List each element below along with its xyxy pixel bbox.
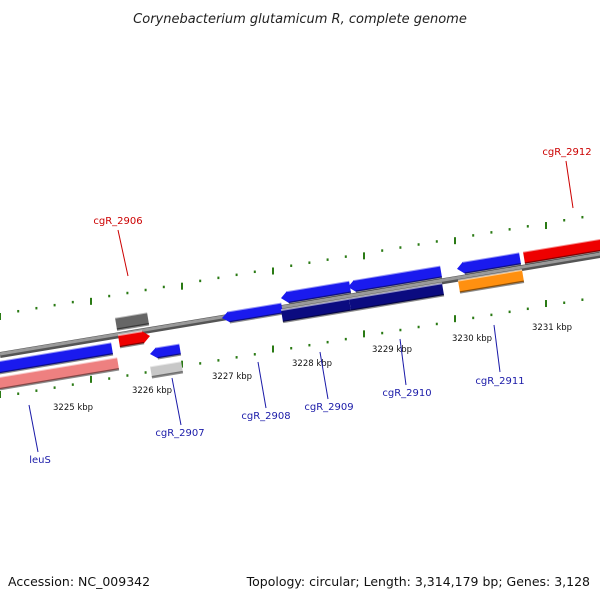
cgR_2911b-highlight	[457, 268, 523, 282]
leuS-2-highlight	[0, 356, 118, 380]
label-leader-line	[399, 338, 407, 386]
cgR_2909b-body	[281, 298, 351, 322]
cgR_2908-highlight	[227, 301, 282, 313]
cgR_2907b-highlight	[149, 360, 182, 368]
cgR_2911-shadow	[464, 263, 522, 275]
cgR_2907-shadow	[157, 353, 182, 360]
gene-cgR_2909b	[280, 297, 352, 324]
label-leader-line	[117, 229, 129, 277]
kbp-label: 3229 kbp	[372, 345, 412, 355]
gene-cgR_2912	[522, 236, 600, 265]
gene-leuS	[0, 341, 114, 376]
gene-label-cgR_2907: cgR_2907	[155, 428, 204, 439]
gene-label-cgR_2908: cgR_2908	[241, 411, 290, 422]
kbp-label: 3231 kbp	[532, 323, 572, 333]
gene-label-leuS: leuS	[29, 455, 51, 466]
gene-cgR_2909	[281, 279, 352, 305]
gene-label-cgR_2906: cgR_2906	[93, 216, 142, 227]
accession-text: Accession: NC_009342	[8, 574, 150, 589]
topology-text: Topology: circular; Length: 3,314,179 bp…	[246, 574, 590, 589]
label-leader-line	[565, 160, 574, 209]
leuS-highlight	[0, 341, 112, 364]
cgR_2909-shadow	[288, 291, 352, 305]
kbp-label: 3230 kbp	[452, 334, 492, 344]
gene-cgR_2908	[222, 301, 284, 324]
cgR_2912-highlight	[522, 236, 600, 253]
cgR_2909b-shadow	[282, 309, 352, 324]
gene-cgR_2910	[348, 264, 443, 294]
cgR_2907-highlight	[155, 342, 180, 349]
kbp-label: 3227 kbp	[212, 372, 252, 382]
cgR_2910b-body	[349, 283, 444, 311]
cgR_2907b-shadow	[151, 370, 184, 379]
cgR_2910-shadow	[355, 276, 443, 294]
cgR_2911b-body	[458, 269, 524, 293]
kbp-label: 3226 kbp	[132, 386, 172, 396]
gene-cgR_2906	[114, 311, 150, 331]
cgR_2906b-shadow	[119, 341, 145, 349]
gene-cgR_2910b	[348, 282, 445, 312]
cgR_2908-shadow	[229, 312, 284, 324]
gene-cgR_2907	[150, 342, 182, 360]
cgR_2910-highlight	[353, 264, 441, 281]
cgR_2906b-body	[118, 331, 151, 348]
cgR_2906-highlight	[114, 311, 148, 319]
gene-labels: leuS cgR_2906 cgR_2907 cgR_2908 cgR_2909 cgR_…	[28, 147, 592, 466]
cgR_2908-body	[222, 302, 283, 323]
label-leader-line	[171, 377, 182, 426]
gene-label-cgR_2910: cgR_2910	[382, 388, 431, 399]
cgR_2906b-highlight	[117, 330, 143, 337]
kbp-label: 3225 kbp	[53, 403, 93, 413]
gene-label-cgR_2912: cgR_2912	[542, 147, 591, 158]
cgR_2910-body	[348, 265, 442, 292]
cgR_2910b-shadow	[350, 293, 445, 312]
kbp-labels: 3225 kbp 3226 kbp 3227 kbp 3228 kbp 3229 kbp…	[53, 323, 572, 413]
cgR_2912-body	[523, 237, 600, 264]
cgR_2909-highlight	[286, 279, 350, 293]
cgR_2911b-shadow	[459, 280, 525, 294]
label-leader-line	[319, 351, 329, 400]
cgR_2909-body	[281, 280, 351, 303]
cgR_2912-shadow	[524, 248, 600, 265]
leuS-2-shadow	[0, 368, 120, 392]
gene-cgR_2911	[457, 251, 522, 275]
cgR_2910b-highlight	[348, 282, 443, 300]
cgR_2909b-highlight	[280, 297, 350, 312]
gene-cgR_2907b	[149, 360, 184, 379]
gene-label-cgR_2909: cgR_2909	[304, 402, 353, 413]
label-leader-line	[493, 324, 501, 373]
map-title: Corynebacterium glutamicum R, complete g…	[133, 12, 467, 27]
leuS-body	[0, 342, 113, 375]
gene-label-cgR_2911: cgR_2911	[475, 376, 524, 387]
label-leader-line	[257, 361, 267, 409]
gene-cgR_2911b	[457, 268, 525, 294]
gene-features	[0, 236, 600, 392]
label-leader-line	[28, 404, 39, 453]
cgR_2906-shadow	[116, 323, 150, 331]
cgR_2911-body	[457, 252, 521, 274]
leuS-2-body	[0, 357, 119, 391]
leuS-shadow	[0, 353, 114, 376]
tick-marks	[0, 215, 584, 398]
genome-backbone-highlight	[0, 252, 600, 356]
cgR_2911-highlight	[462, 251, 520, 263]
kbp-label: 3228 kbp	[292, 359, 332, 369]
gene-cgR_2906b	[117, 330, 151, 349]
gene-leuS-2	[0, 356, 120, 392]
